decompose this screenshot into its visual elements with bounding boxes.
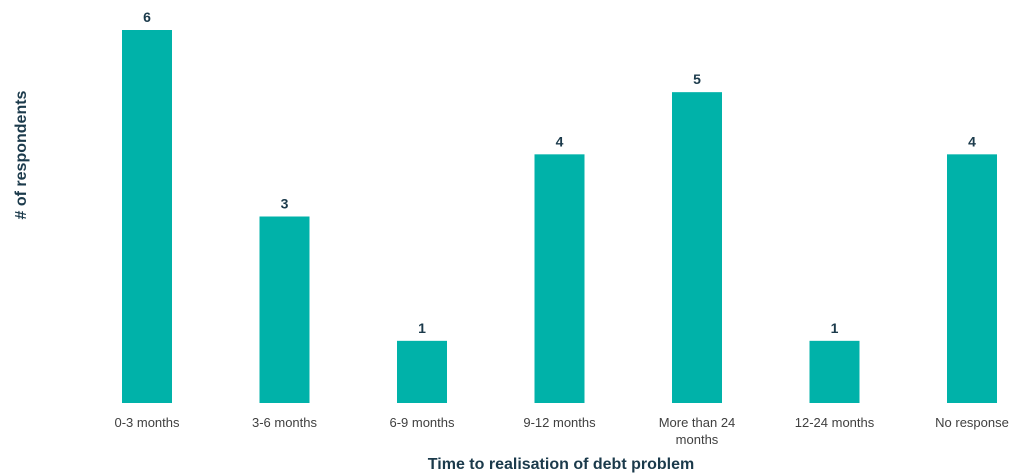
bar-9-12-months — [534, 154, 585, 403]
category-label-more-than-24-months: More than 24 months — [659, 415, 736, 447]
bar-more-than-24-months — [672, 92, 722, 404]
value-label-12-24-months: 1 — [831, 320, 839, 336]
y-axis-title: # of respondents — [13, 90, 30, 219]
value-label-no-response: 4 — [968, 133, 976, 149]
bar-3-6-months — [259, 216, 310, 403]
value-label-more-than-24-months: 5 — [693, 71, 701, 87]
value-label-9-12-months: 4 — [556, 133, 564, 149]
category-label-3-6-months: 3-6 months — [252, 415, 318, 430]
category-labels-group: 0-3 months 3-6 months 6-9 months 9-12 month… — [114, 415, 1008, 447]
category-label-9-12-months: 9-12 months — [523, 415, 596, 430]
value-label-0-3-months: 6 — [143, 9, 151, 25]
bar-0-3-months — [122, 30, 172, 403]
bar-6-9-months — [397, 340, 447, 403]
bar-12-24-months — [809, 340, 860, 403]
bar-no-response — [947, 154, 997, 403]
value-label-3-6-months: 3 — [281, 196, 289, 212]
category-label-no-response: No response — [935, 415, 1009, 430]
category-label-0-3-months: 0-3 months — [114, 415, 180, 430]
value-labels-group: 6 3 1 4 5 1 4 — [143, 9, 976, 336]
x-axis-title: Time to realisation of debt problem — [428, 456, 694, 473]
bars-group — [122, 30, 997, 404]
category-label-6-9-months: 6-9 months — [389, 415, 455, 430]
value-label-6-9-months: 1 — [418, 320, 426, 336]
category-label-12-24-months: 12-24 months — [795, 415, 875, 430]
